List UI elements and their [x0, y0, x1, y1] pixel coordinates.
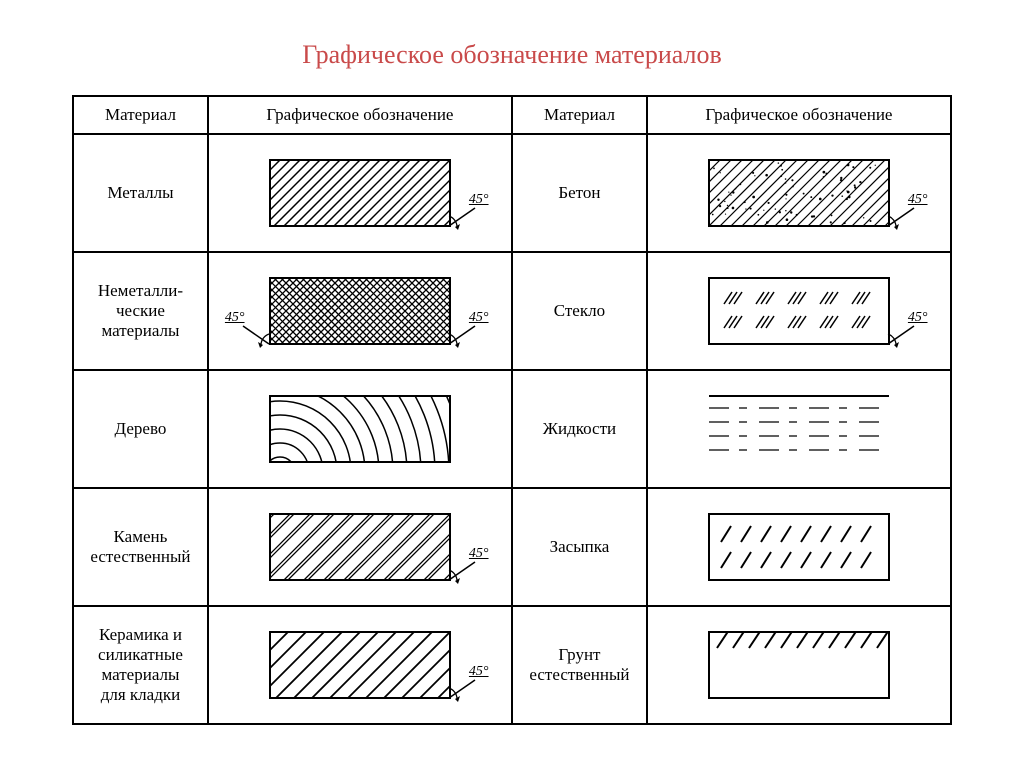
hatch-swatch: 45°	[209, 611, 511, 719]
material-label: Стекло	[512, 252, 647, 370]
angle-label: 45°	[908, 192, 928, 208]
angle-label: 45°	[225, 310, 245, 326]
hatch-swatch	[648, 611, 950, 719]
material-swatch-cell: 45°	[647, 252, 951, 370]
material-swatch-cell	[647, 606, 951, 724]
material-label: Жидкости	[512, 370, 647, 488]
col-header: Графическое обозначение	[208, 96, 512, 134]
table-row: Неметалли-ческиематериалы 45° 45° Стекло 4…	[73, 252, 951, 370]
material-label: Засыпка	[512, 488, 647, 606]
material-label: Бетон	[512, 134, 647, 252]
hatch-swatch	[209, 375, 511, 483]
material-label: Каменьестественный	[73, 488, 208, 606]
angle-label: 45°	[469, 664, 489, 680]
material-swatch-cell: 45°	[647, 134, 951, 252]
materials-table: Материал Графическое обозначение Материа…	[72, 95, 952, 725]
material-label: Грунтестественный	[512, 606, 647, 724]
angle-label: 45°	[469, 546, 489, 562]
table-row: Каменьестественный 45° Засыпка	[73, 488, 951, 606]
material-label: Неметалли-ческиематериалы	[73, 252, 208, 370]
material-swatch-cell: 45°	[208, 606, 512, 724]
material-label: Дерево	[73, 370, 208, 488]
material-swatch-cell: 45° 45°	[208, 252, 512, 370]
material-swatch-cell	[647, 488, 951, 606]
angle-label: 45°	[908, 310, 928, 326]
angle-label: 45°	[469, 310, 489, 326]
material-swatch-cell	[208, 370, 512, 488]
col-header: Материал	[512, 96, 647, 134]
hatch-swatch	[648, 493, 950, 601]
angle-label: 45°	[469, 192, 489, 208]
table-row: Дерево Жидкости	[73, 370, 951, 488]
col-header: Материал	[73, 96, 208, 134]
page-title: Графическое обозначение материалов	[20, 40, 1004, 70]
hatch-swatch	[648, 375, 950, 483]
material-swatch-cell: 45°	[208, 134, 512, 252]
material-swatch-cell	[647, 370, 951, 488]
col-header: Графическое обозначение	[647, 96, 951, 134]
hatch-swatch: 45°	[209, 139, 511, 247]
table-row: Металлы 45° Бетон 45°	[73, 134, 951, 252]
hatch-swatch: 45°	[209, 493, 511, 601]
table-row: Керамика исиликатныематериалыдля кладки …	[73, 606, 951, 724]
material-label: Керамика исиликатныематериалыдля кладки	[73, 606, 208, 724]
hatch-swatch: 45°	[648, 139, 950, 247]
hatch-swatch: 45° 45°	[209, 257, 511, 365]
material-swatch-cell: 45°	[208, 488, 512, 606]
material-label: Металлы	[73, 134, 208, 252]
hatch-swatch: 45°	[648, 257, 950, 365]
